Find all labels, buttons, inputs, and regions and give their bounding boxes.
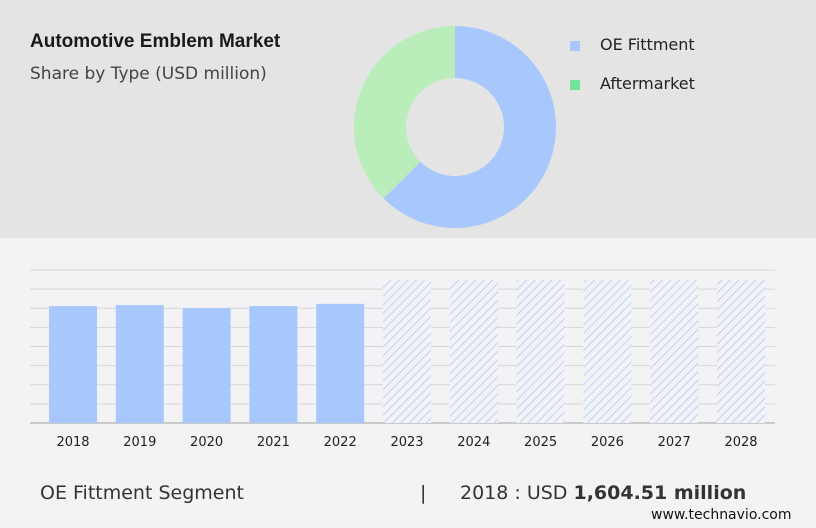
x-tick-label: 2022 [324,435,357,450]
site-url: www.technavio.com [651,507,792,523]
donut-slice-oe-fittment [383,26,556,228]
separator: | [420,482,427,504]
segment-value: 2018 : USD 1,604.51 million [460,482,746,504]
x-tick-label: 2026 [591,435,624,450]
forecast-bar-2025 [516,280,565,423]
x-tick-label: 2021 [257,435,290,450]
page-subtitle: Share by Type (USD million) [30,64,267,84]
year-label: 2018 : USD [460,482,574,504]
forecast-bar-2026 [583,280,632,423]
x-tick-label: 2018 [56,435,89,450]
forecast-bar-2028 [717,280,765,423]
x-tick-label: 2023 [390,435,423,450]
bar-2022 [316,303,365,423]
value-label: 1,604.51 million [573,482,747,504]
page-title: Automotive Emblem Market [30,31,281,52]
forecast-bar-2027 [650,280,699,423]
segment-label: OE Fittment Segment [40,482,244,504]
legend-label: Aftermarket [600,74,695,93]
bar-2021 [249,306,298,423]
x-tick-label: 2027 [658,435,691,450]
bar-2020 [182,308,231,423]
x-tick-label: 2028 [724,435,757,450]
donut-slice-aftermarket [353,26,455,199]
forecast-bar-2024 [449,280,498,423]
forecast-bar-2023 [383,280,431,423]
legend-item-oe-fittment: OE Fittment [570,35,695,54]
legend-swatch [570,79,580,90]
legend-item-aftermarket: Aftermarket [570,74,695,93]
x-tick-label: 2020 [190,435,223,450]
legend-swatch [570,40,580,51]
legend-label: OE Fittment [600,35,695,54]
x-tick-label: 2025 [524,435,557,450]
bar-2018 [49,306,97,423]
x-tick-label: 2019 [123,435,156,450]
bar-2019 [115,305,164,423]
x-tick-label: 2024 [457,435,490,450]
